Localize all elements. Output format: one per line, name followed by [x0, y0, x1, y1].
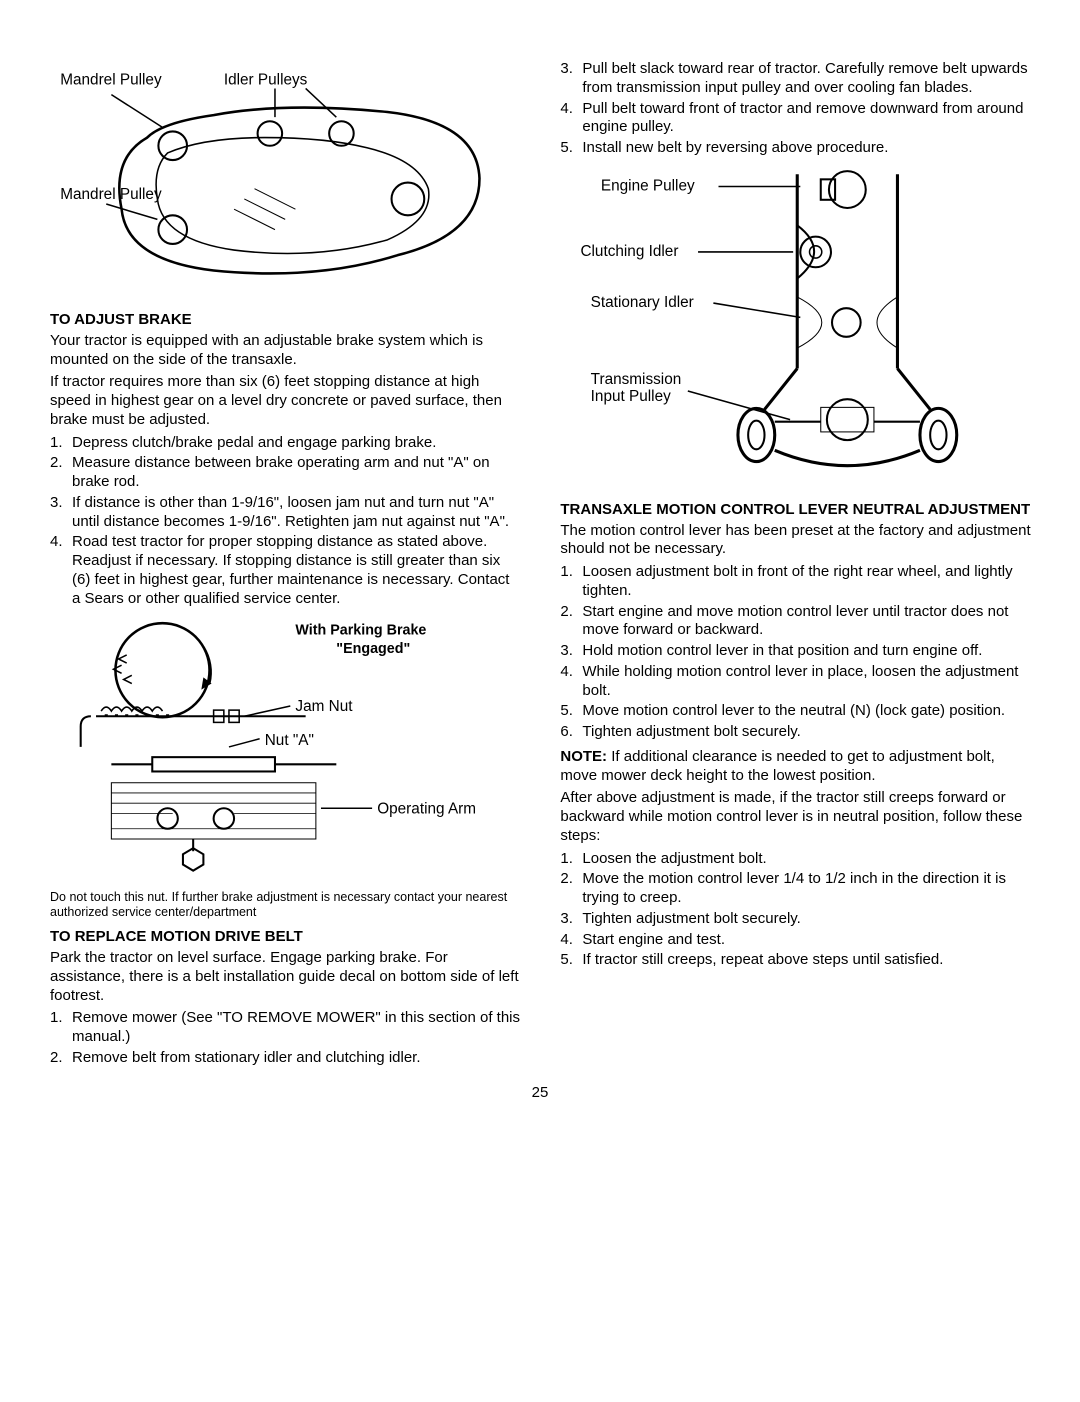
list-item: 1.Remove mower (See "TO REMOVE MOWER" in…: [50, 1009, 520, 1047]
list-item: 2.Move the motion control lever 1/4 to 1…: [560, 870, 1030, 908]
list-creep-fix: 1.Loosen the adjustment bolt. 2.Move the…: [560, 850, 1030, 971]
label-jam-nut: Jam Nut: [295, 699, 353, 716]
figure-mandrel-pulleys: Mandrel Pulley Idler Pulleys Mandrel Pul…: [50, 66, 520, 301]
step-text: Loosen the adjustment bolt.: [582, 850, 1030, 869]
step-text: Tighten adjustment bolt securely.: [582, 723, 1030, 742]
label-trans-input-1: Transmission: [591, 371, 682, 388]
list-item: 3.If distance is other than 1-9/16", loo…: [50, 494, 520, 532]
para-note: NOTE: If additional clearance is needed …: [560, 748, 1030, 786]
label-mandrel-bot: Mandrel Pulley: [60, 186, 162, 203]
list-item: 2.Start engine and move motion control l…: [560, 603, 1030, 641]
para-after-adjust: After above adjustment is made, if the t…: [560, 789, 1030, 845]
para-brake-intro: Your tractor is equipped with an adjusta…: [50, 332, 520, 370]
list-item: 3.Tighten adjustment bolt securely.: [560, 910, 1030, 929]
step-text: Start engine and test.: [582, 931, 1030, 950]
list-belt-continued: 3.Pull belt slack toward rear of tractor…: [560, 60, 1030, 158]
list-transaxle: 1.Loosen adjustment bolt in front of the…: [560, 563, 1030, 742]
list-item: 3.Hold motion control lever in that posi…: [560, 642, 1030, 661]
step-text: Pull belt slack toward rear of tractor. …: [582, 60, 1030, 98]
step-text: Move the motion control lever 1/4 to 1/2…: [582, 870, 1030, 908]
step-text: Remove belt from stationary idler and cl…: [72, 1049, 520, 1068]
page-number: 25: [50, 1084, 1030, 1101]
heading-transaxle: TRANSAXLE MOTION CONTROL LEVER NEUTRAL A…: [560, 501, 1030, 520]
list-item: 5.If tractor still creeps, repeat above …: [560, 951, 1030, 970]
step-text: Start engine and move motion control lev…: [582, 603, 1030, 641]
right-column: 3.Pull belt slack toward rear of tractor…: [560, 60, 1030, 1074]
label-stationary-idler: Stationary Idler: [591, 294, 694, 311]
note-body: If additional clearance is needed to get…: [560, 748, 994, 784]
label-operating-arm: Operating Arm: [377, 801, 476, 818]
label-with-parking: With Parking Brake: [295, 623, 426, 639]
list-item: 1.Loosen adjustment bolt in front of the…: [560, 563, 1030, 601]
step-text: Tighten adjustment bolt securely.: [582, 910, 1030, 929]
figure-brake-adjust: With Parking Brake "Engaged" Jam Nut Nut: [50, 614, 520, 880]
list-item: 6.Tighten adjustment bolt securely.: [560, 723, 1030, 742]
para-replace-belt: Park the tractor on level surface. Engag…: [50, 949, 520, 1005]
step-text: Measure distance between brake operating…: [72, 454, 520, 492]
list-item: 5.Install new belt by reversing above pr…: [560, 139, 1030, 158]
figure-belt-routing: Engine Pulley Clutching Idler Stationary…: [560, 164, 1030, 491]
para-transaxle-intro: The motion control lever has been preset…: [560, 522, 1030, 560]
left-column: Mandrel Pulley Idler Pulleys Mandrel Pul…: [50, 60, 520, 1074]
step-text: Depress clutch/brake pedal and engage pa…: [72, 434, 520, 453]
heading-adjust-brake: TO ADJUST BRAKE: [50, 311, 520, 330]
label-trans-input-2: Input Pulley: [591, 388, 671, 405]
list-item: 2.Measure distance between brake operati…: [50, 454, 520, 492]
step-text: If tractor still creeps, repeat above st…: [582, 951, 1030, 970]
note-label: NOTE:: [560, 748, 607, 765]
step-text: Pull belt toward front of tractor and re…: [582, 100, 1030, 138]
step-text: While holding motion control lever in pl…: [582, 663, 1030, 701]
para-brake-condition: If tractor requires more than six (6) fe…: [50, 373, 520, 429]
step-text: Road test tractor for proper stopping di…: [72, 533, 520, 608]
list-item: 3.Pull belt slack toward rear of tractor…: [560, 60, 1030, 98]
list-item: 1.Depress clutch/brake pedal and engage …: [50, 434, 520, 453]
step-text: Hold motion control lever in that positi…: [582, 642, 1030, 661]
list-item: 1.Loosen the adjustment bolt.: [560, 850, 1030, 869]
page-container: Mandrel Pulley Idler Pulleys Mandrel Pul…: [50, 60, 1030, 1074]
list-item: 5.Move motion control lever to the neutr…: [560, 702, 1030, 721]
heading-replace-belt: TO REPLACE MOTION DRIVE BELT: [50, 928, 520, 947]
label-engine-pulley: Engine Pulley: [601, 177, 695, 194]
step-text: If distance is other than 1-9/16", loose…: [72, 494, 520, 532]
step-text: Loosen adjustment bolt in front of the r…: [582, 563, 1030, 601]
list-replace-belt: 1.Remove mower (See "TO REMOVE MOWER" in…: [50, 1009, 520, 1067]
list-item: 4.Pull belt toward front of tractor and …: [560, 100, 1030, 138]
step-text: Remove mower (See "TO REMOVE MOWER" in t…: [72, 1009, 520, 1047]
step-text: Install new belt by reversing above proc…: [582, 139, 1030, 158]
label-mandrel-top: Mandrel Pulley: [60, 71, 162, 88]
list-item: 4.Start engine and test.: [560, 931, 1030, 950]
label-idler-pulleys: Idler Pulleys: [224, 71, 308, 88]
list-item: 4.While holding motion control lever in …: [560, 663, 1030, 701]
step-text: Move motion control lever to the neutral…: [582, 702, 1030, 721]
label-nut-a: Nut "A": [265, 732, 314, 749]
note-do-not-touch: Do not touch this nut. If further brake …: [50, 890, 520, 920]
list-item: 2.Remove belt from stationary idler and …: [50, 1049, 520, 1068]
label-engaged: "Engaged": [336, 641, 410, 657]
list-item: 4.Road test tractor for proper stopping …: [50, 533, 520, 608]
label-clutching-idler: Clutching Idler: [581, 243, 679, 260]
list-brake-steps: 1.Depress clutch/brake pedal and engage …: [50, 434, 520, 609]
